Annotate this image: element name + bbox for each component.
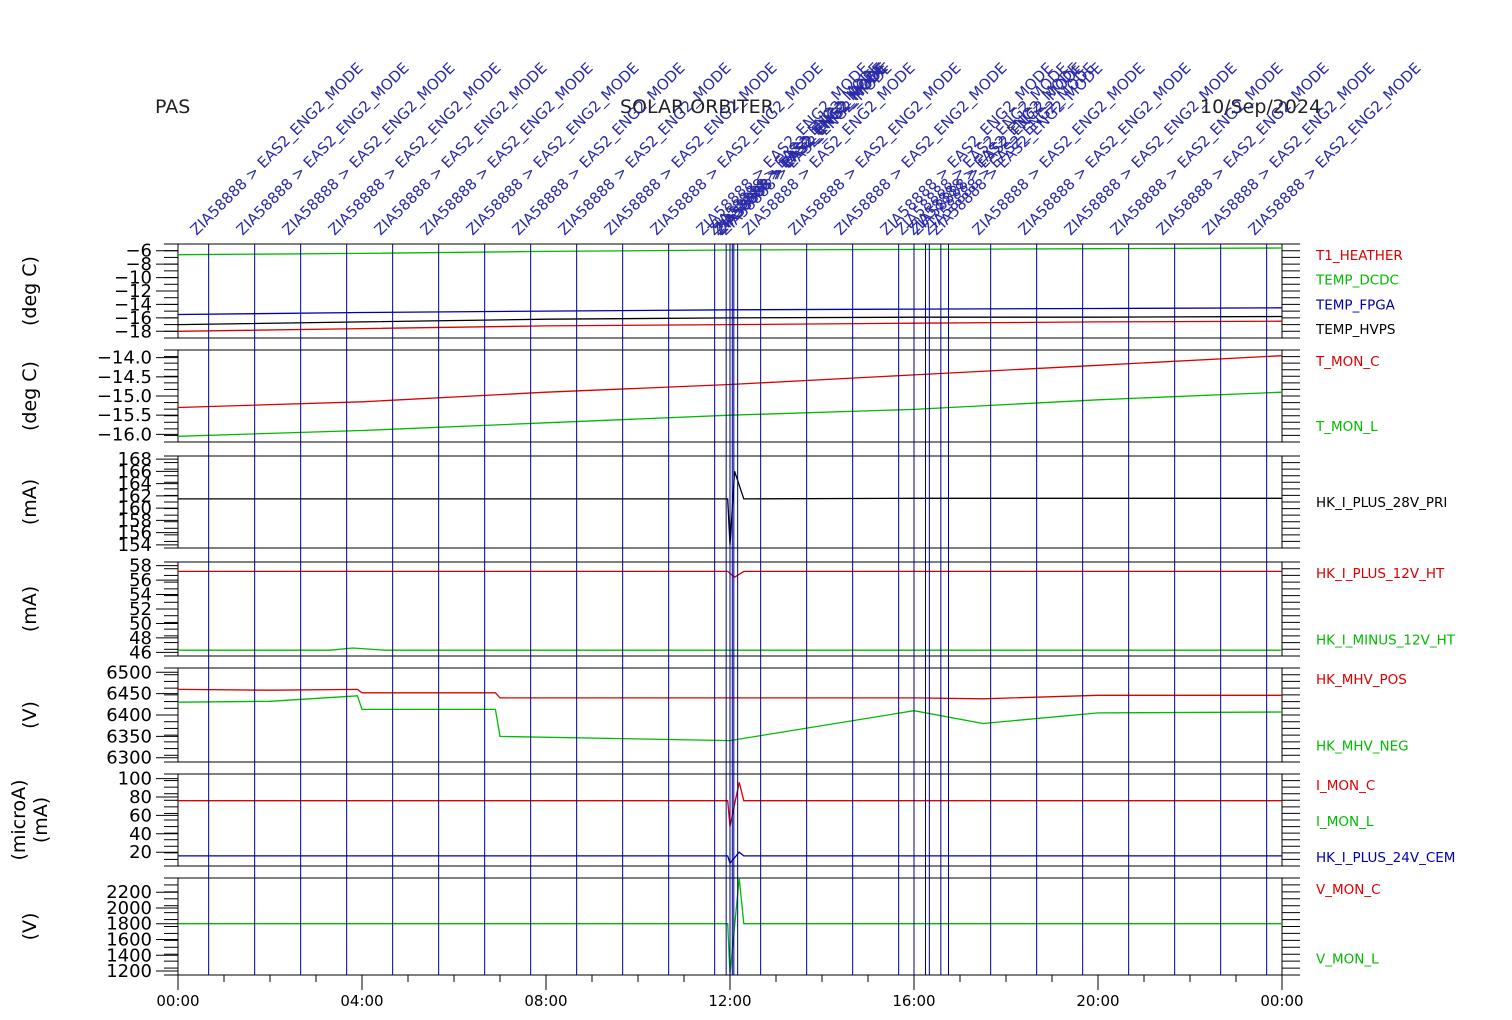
y-tick-label: 158 [118,510,152,531]
y-tick-label: 100 [118,769,152,790]
y-tick-label: 1400 [106,945,152,966]
panel-1: −6−8−10−12−14−16−18 (deg C) T1_HEATHER TEMP… [19,241,1403,343]
y-tick-label: 60 [129,805,152,826]
y-axis-label: (deg C) [19,361,41,431]
x-tick-label: 00:00 [1260,992,1303,1010]
y-tick-label: 6400 [106,705,152,726]
y-axis-label: (mA) [19,479,41,525]
y-tick-label: −8 [125,254,152,275]
y-tick-label: −14.5 [97,367,152,388]
y-axis-label: (mA) [30,797,52,843]
y-tick-label: −15.0 [97,386,152,407]
series-v-mon-l [178,877,1282,975]
y-tick-label: 58 [129,556,152,577]
x-tick-label: 08:00 [524,992,567,1010]
y-tick-label: 168 [118,449,152,470]
legend-hk-i-plus-28v-pri: HK_I_PLUS_28V_PRI [1316,495,1447,511]
y-tick-label: −6 [125,241,152,262]
y-axis-label: (microA) [8,779,30,860]
legend-v-mon-l: V_MON_L [1316,951,1379,967]
panel-2: −14.0−14.5−15.0−15.5−16.0 (deg C) T_MON_C T… [19,348,1380,446]
legend-hk-mhv-neg: HK_MHV_NEG [1316,739,1409,755]
x-axis: 00:00 04:00 08:00 12:00 16:00 20:00 00:00 [156,975,1304,1010]
date-title: 10/Sep/2024 [1200,96,1322,118]
x-tick-label: 04:00 [340,992,383,1010]
instrument-title: PAS [155,96,191,118]
legend-hk-mhv-pos: HK_MHV_POS [1316,672,1407,688]
y-tick-label: −16.0 [97,424,152,445]
y-tick-label: 160 [118,498,152,519]
y-axis-label: (V) [19,701,41,729]
y-tick-label: 1600 [106,930,152,951]
y-tick-label: 2000 [106,898,152,919]
y-axis-label: (deg C) [19,256,41,326]
y-tick-label: 6500 [106,662,152,683]
y-axis-label: (V) [19,913,41,941]
y-tick-label: 162 [118,486,152,507]
y-tick-label: 80 [129,787,152,808]
y-tick-label: 20 [129,842,152,863]
y-tick-label: 156 [118,523,152,544]
y-tick-label: −14 [114,294,152,315]
legend-i-mon-c: I_MON_C [1316,778,1375,794]
series-hk-mhv-pos [177,688,1282,700]
x-tick-label: 20:00 [1076,992,1119,1010]
y-tick-label: 6350 [106,726,152,747]
legend-hk-i-plus-24v-cem: HK_I_PLUS_24V_CEM [1316,850,1455,866]
legend-v-mon-c: V_MON_C [1316,882,1381,898]
y-tick-label: −18 [114,321,152,342]
y-tick-label: 6300 [106,748,152,769]
legend-i-mon-l: I_MON_L [1316,814,1374,830]
legend-hk-i-plus-12v-ht: HK_I_PLUS_12V_HT [1316,566,1445,582]
y-tick-label: −12 [114,281,152,302]
y-tick-label: −14.0 [97,348,152,369]
legend-hk-i-minus-12v-ht: HK_I_MINUS_12V_HT [1316,633,1456,649]
y-tick-label: 6450 [106,684,152,705]
event-lines [208,244,1268,975]
legend-temp-fpga: TEMP_FPGA [1315,297,1396,313]
y-tick-label: −16 [114,308,152,329]
y-axis-label: (mA) [19,586,41,632]
x-tick-label: 00:00 [156,992,199,1010]
legend-t1-heather: T1_HEATHER [1315,248,1403,264]
y-tick-label: 54 [129,585,152,606]
x-tick-label: 16:00 [892,992,935,1010]
mission-title: SOLAR ORBITER [620,96,774,118]
series-hk-mhv-neg [177,695,1283,742]
x-tick-label: 12:00 [708,992,751,1010]
y-tick-label: 40 [129,824,152,845]
y-tick-label: 50 [129,613,152,634]
y-tick-label: 1800 [106,914,152,935]
y-tick-label: 46 [129,642,152,663]
legend-temp-hvps: TEMP_HVPS [1315,322,1395,338]
y-tick-label: 48 [129,628,152,649]
y-tick-label: 1200 [106,961,152,982]
y-tick-label: 166 [118,461,152,482]
y-tick-label: −10 [114,268,152,289]
y-tick-label: 56 [129,570,152,591]
y-tick-label: 52 [129,599,152,620]
legend-t-mon-c: T_MON_C [1315,354,1380,370]
legend-temp-dcdc: TEMP_DCDC [1315,273,1399,289]
y-tick-label: 2200 [106,882,152,903]
y-tick-label: 164 [118,474,152,495]
y-tick-label: −15.5 [97,405,152,426]
legend-t-mon-l: T_MON_L [1315,419,1378,435]
y-tick-label: 154 [118,535,152,556]
